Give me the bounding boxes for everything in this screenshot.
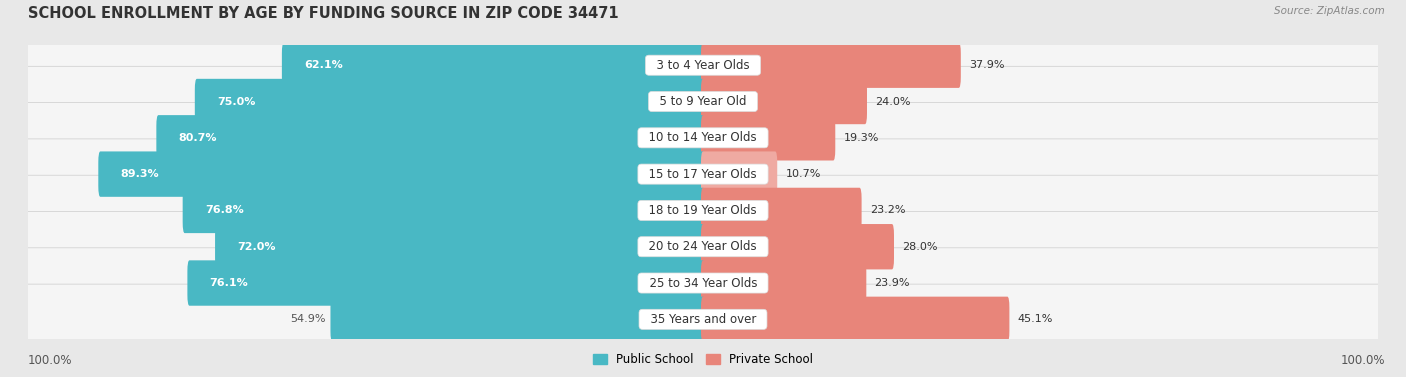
Text: 18 to 19 Year Olds: 18 to 19 Year Olds (641, 204, 765, 217)
Text: 28.0%: 28.0% (903, 242, 938, 252)
Text: 54.9%: 54.9% (290, 314, 326, 324)
FancyBboxPatch shape (702, 43, 960, 88)
FancyBboxPatch shape (281, 43, 704, 88)
Text: 5 to 9 Year Old: 5 to 9 Year Old (652, 95, 754, 108)
Text: 72.0%: 72.0% (238, 242, 276, 252)
FancyBboxPatch shape (25, 211, 1381, 282)
Text: 45.1%: 45.1% (1018, 314, 1053, 324)
Text: 10.7%: 10.7% (786, 169, 821, 179)
FancyBboxPatch shape (187, 261, 704, 306)
Text: 23.2%: 23.2% (870, 205, 905, 215)
FancyBboxPatch shape (183, 188, 704, 233)
Text: 19.3%: 19.3% (844, 133, 879, 143)
Text: 62.1%: 62.1% (304, 60, 343, 70)
Text: SCHOOL ENROLLMENT BY AGE BY FUNDING SOURCE IN ZIP CODE 34471: SCHOOL ENROLLMENT BY AGE BY FUNDING SOUR… (28, 6, 619, 21)
FancyBboxPatch shape (702, 115, 835, 161)
FancyBboxPatch shape (702, 79, 868, 124)
FancyBboxPatch shape (25, 248, 1381, 318)
Legend: Public School, Private School: Public School, Private School (588, 349, 818, 371)
FancyBboxPatch shape (25, 103, 1381, 173)
FancyBboxPatch shape (25, 139, 1381, 209)
Text: 23.9%: 23.9% (875, 278, 910, 288)
Text: 25 to 34 Year Olds: 25 to 34 Year Olds (641, 276, 765, 290)
Text: 100.0%: 100.0% (1340, 354, 1385, 367)
Text: 3 to 4 Year Olds: 3 to 4 Year Olds (650, 59, 756, 72)
FancyBboxPatch shape (702, 224, 894, 270)
FancyBboxPatch shape (98, 152, 704, 197)
Text: 37.9%: 37.9% (969, 60, 1004, 70)
FancyBboxPatch shape (702, 188, 862, 233)
FancyBboxPatch shape (702, 152, 778, 197)
FancyBboxPatch shape (215, 224, 704, 270)
FancyBboxPatch shape (156, 115, 704, 161)
Text: 20 to 24 Year Olds: 20 to 24 Year Olds (641, 240, 765, 253)
Text: 24.0%: 24.0% (875, 97, 911, 107)
Text: 76.8%: 76.8% (205, 205, 243, 215)
Text: 75.0%: 75.0% (217, 97, 256, 107)
Text: 80.7%: 80.7% (179, 133, 217, 143)
FancyBboxPatch shape (25, 66, 1381, 137)
Text: 89.3%: 89.3% (121, 169, 159, 179)
Text: 10 to 14 Year Olds: 10 to 14 Year Olds (641, 131, 765, 144)
FancyBboxPatch shape (702, 297, 1010, 342)
Text: Source: ZipAtlas.com: Source: ZipAtlas.com (1274, 6, 1385, 16)
Text: 100.0%: 100.0% (28, 354, 73, 367)
Text: 15 to 17 Year Olds: 15 to 17 Year Olds (641, 168, 765, 181)
FancyBboxPatch shape (702, 261, 866, 306)
FancyBboxPatch shape (330, 297, 704, 342)
FancyBboxPatch shape (195, 79, 704, 124)
Text: 35 Years and over: 35 Years and over (643, 313, 763, 326)
FancyBboxPatch shape (25, 175, 1381, 246)
Text: 76.1%: 76.1% (209, 278, 249, 288)
FancyBboxPatch shape (25, 284, 1381, 354)
FancyBboxPatch shape (25, 30, 1381, 100)
